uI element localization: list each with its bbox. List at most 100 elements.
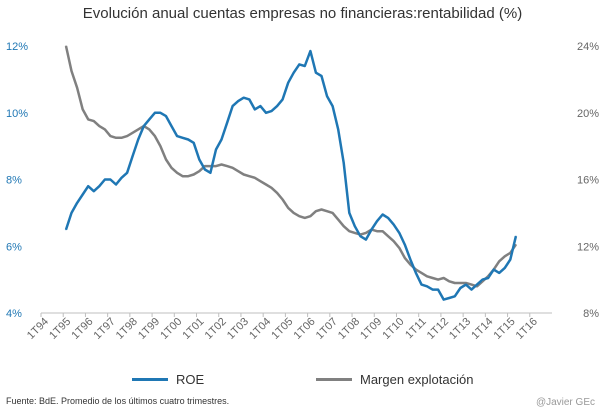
roe-point — [70, 212, 73, 214]
roe-point — [243, 97, 245, 99]
margen-point — [93, 120, 95, 122]
margen-point — [343, 225, 345, 227]
x-tick-label: 1T00 — [158, 316, 184, 342]
roe-point — [137, 138, 139, 141]
roe-point — [65, 229, 67, 231]
roe-point — [387, 217, 389, 219]
margen-point — [254, 177, 256, 179]
roe-point — [215, 148, 217, 151]
x-tick-label: 1T97 — [92, 316, 118, 342]
roe-point — [493, 269, 495, 271]
right-y-axis: 8% 12% 16% 20% 24% — [577, 41, 599, 320]
roe-point — [87, 185, 89, 187]
margen-point — [459, 282, 461, 284]
margen-point — [70, 70, 73, 72]
margen-point — [437, 279, 439, 281]
roe-point — [170, 125, 173, 127]
roe-point — [354, 225, 356, 227]
margen-point — [382, 230, 384, 232]
margen-point — [148, 128, 150, 130]
margen-point — [265, 183, 267, 186]
margen-point — [404, 257, 406, 259]
margen-point — [215, 165, 217, 167]
margen-point — [87, 118, 89, 120]
margen-point — [409, 264, 411, 266]
roe-point — [415, 272, 417, 274]
roe-point — [432, 289, 434, 291]
margen-point — [132, 132, 134, 134]
roe-point — [209, 172, 211, 174]
roe-point — [443, 299, 445, 301]
x-tick-label: 1T95 — [47, 316, 73, 342]
margen-point — [448, 280, 450, 282]
margen-point — [476, 285, 478, 287]
margen-point — [270, 187, 273, 189]
x-tick-label: 1T07 — [314, 316, 340, 342]
x-axis: 1T941T951T961T971T981T991T001T011T021T03… — [25, 313, 540, 342]
margen-point — [293, 212, 295, 214]
roe-point — [237, 100, 239, 102]
margen-point — [209, 165, 211, 167]
roe-point — [187, 138, 189, 141]
roe-point — [270, 110, 273, 112]
roe-point — [320, 75, 323, 77]
roe-point — [315, 72, 317, 74]
roe-point — [176, 135, 178, 137]
roe-point — [409, 259, 411, 261]
y-left-tick-label: 10% — [6, 108, 28, 120]
margen-point — [165, 158, 167, 161]
margen-point — [504, 255, 506, 257]
author-credit: @Javier GEc — [535, 397, 595, 408]
margen-point — [415, 269, 417, 271]
x-tick-label: 1T96 — [69, 316, 95, 342]
roe-point — [198, 158, 200, 161]
margen-point — [320, 208, 323, 211]
x-tick-label: 1T14 — [469, 316, 495, 342]
roe-point — [159, 112, 161, 114]
margen-point — [315, 210, 317, 212]
x-tick-label: 1T16 — [514, 316, 540, 342]
roe-point — [437, 289, 439, 291]
margen-point — [359, 234, 361, 236]
margen-point — [398, 247, 400, 249]
roe-point — [132, 155, 134, 157]
roe-point — [204, 168, 206, 171]
roe-point — [343, 162, 345, 164]
margen-point — [426, 275, 428, 277]
margen-point — [226, 165, 228, 167]
legend-label-roe: ROE — [176, 372, 205, 387]
margen-point — [354, 232, 356, 234]
x-tick-label: 1T03 — [225, 316, 251, 342]
margen-point — [182, 175, 184, 177]
roe-point — [365, 239, 367, 241]
roe-point — [226, 122, 228, 124]
margen-point — [126, 135, 128, 137]
margen-point — [298, 215, 300, 217]
roe-point — [276, 105, 278, 107]
roe-point — [337, 128, 339, 130]
margen-point — [393, 240, 395, 242]
y-left-tick-label: 6% — [6, 241, 22, 253]
roe-point — [259, 105, 261, 107]
x-tick-label: 1T10 — [380, 316, 406, 342]
x-tick-label: 1T12 — [425, 316, 451, 342]
x-tick-label: 1T04 — [247, 316, 273, 342]
roe-point — [287, 82, 289, 84]
roe-point — [498, 272, 500, 274]
margen-point — [276, 192, 278, 194]
y-right-tick-label: 24% — [577, 41, 599, 53]
x-tick-label: 1T99 — [136, 316, 162, 342]
margen-point — [259, 180, 261, 182]
x-tick-label: 1T94 — [25, 316, 51, 342]
x-tick-label: 1T15 — [491, 316, 517, 342]
margen-point — [82, 108, 84, 110]
x-tick-label: 1T02 — [203, 316, 229, 342]
roe-point — [482, 279, 484, 281]
margen-point — [159, 145, 161, 147]
legend-swatch-margen — [316, 378, 352, 381]
margen-point — [65, 45, 67, 47]
margen-point — [443, 277, 445, 279]
roe-point — [459, 287, 461, 289]
chart-title: Evolución anual cuentas empresas no fina… — [82, 5, 523, 22]
